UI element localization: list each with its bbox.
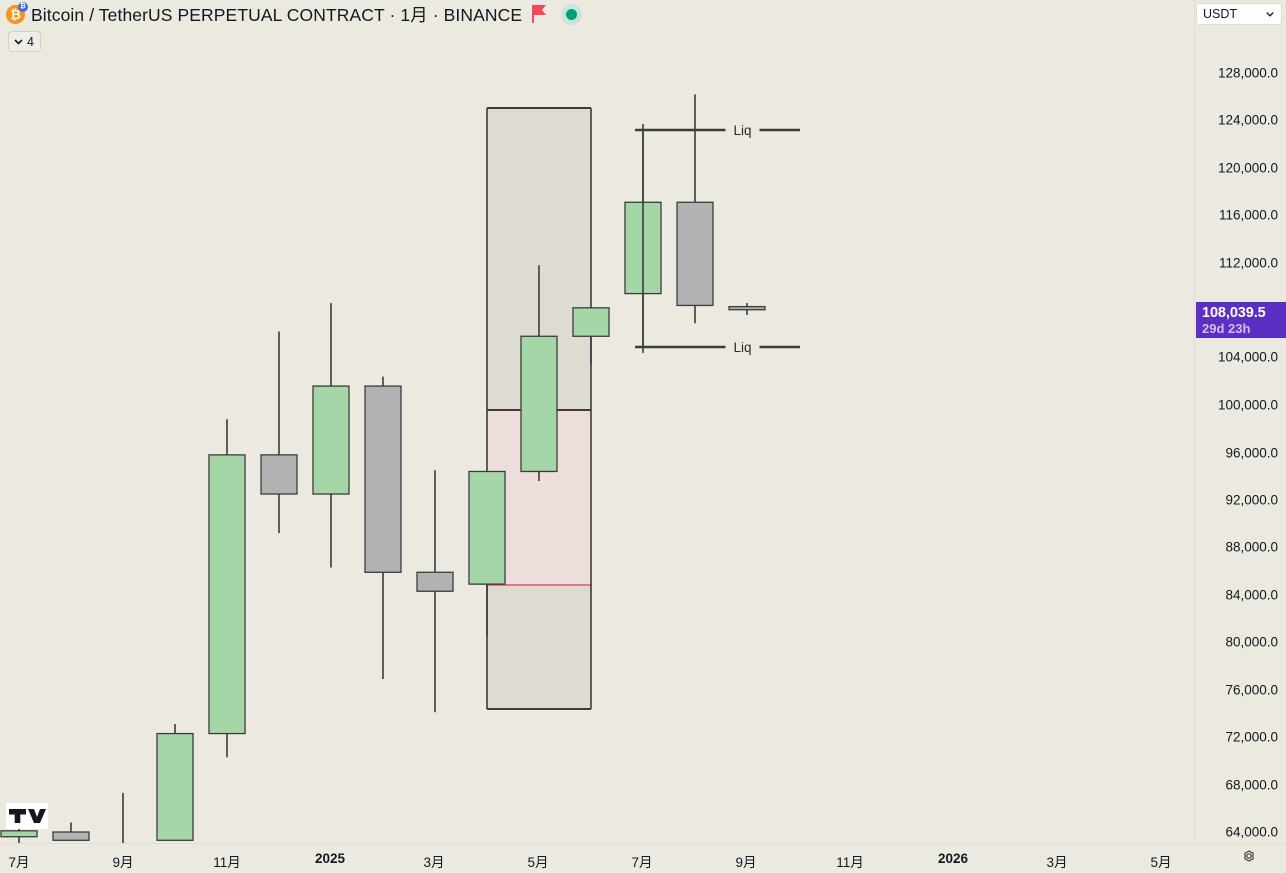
price-tick-label: 88,000.0 bbox=[1225, 539, 1278, 555]
price-tick-label: 84,000.0 bbox=[1225, 587, 1278, 603]
price-tick-label: 92,000.0 bbox=[1225, 492, 1278, 508]
candle-body bbox=[728, 305, 766, 311]
price-tick-label: 116,000.0 bbox=[1218, 207, 1278, 223]
liq-label: Liq bbox=[734, 340, 752, 355]
candle-body bbox=[52, 831, 90, 841]
bitcoin-icon: ₿ ₿ bbox=[6, 1, 28, 24]
red-flag-icon[interactable] bbox=[532, 5, 547, 23]
candle bbox=[676, 94, 714, 324]
price-tick-label: 104,000.0 bbox=[1217, 349, 1278, 365]
time-tick-label: 3月 bbox=[1046, 855, 1068, 870]
current-price-tag[interactable]: 108,039.5 29d 23h bbox=[1196, 302, 1286, 338]
price-tick-label: 112,000.0 bbox=[1218, 255, 1278, 271]
time-tick-label: 11月 bbox=[213, 855, 241, 870]
time-tick-label: 7月 bbox=[631, 855, 653, 870]
exchange-badge-icon: ₿ bbox=[18, 1, 28, 12]
time-tick-label: 5月 bbox=[1150, 855, 1172, 870]
candle-body bbox=[468, 470, 506, 585]
time-tick-label: 3月 bbox=[423, 855, 445, 870]
candle bbox=[312, 303, 350, 568]
candle-body bbox=[312, 385, 350, 495]
time-tick-label: 11月 bbox=[836, 855, 864, 870]
price-tick-label: 64,000.0 bbox=[1225, 824, 1278, 840]
liq-line-lower[interactable]: Liq bbox=[635, 340, 800, 355]
symbol-title[interactable]: Bitcoin / TetherUS PERPETUAL CONTRACT · … bbox=[31, 4, 523, 25]
legend-chip-label: 4 bbox=[27, 34, 34, 49]
candle-body bbox=[156, 732, 194, 841]
candle-series-layer bbox=[0, 94, 766, 843]
candle-body bbox=[676, 201, 714, 307]
candle-body bbox=[416, 571, 454, 592]
liq-line-upper[interactable]: Liq bbox=[635, 123, 800, 138]
price-tick-label: 100,000.0 bbox=[1217, 397, 1278, 413]
candle bbox=[728, 303, 766, 315]
time-tick-label: 9月 bbox=[735, 855, 757, 870]
candle bbox=[520, 265, 558, 481]
candle-body bbox=[572, 307, 610, 337]
price-axis[interactable]: USDT 128,000.0 124,000.0 120,000.0 116,000.… bbox=[1194, 0, 1286, 843]
candle bbox=[572, 307, 610, 364]
chart-canvas[interactable]: Liq Liq bbox=[0, 0, 1194, 843]
time-axis[interactable]: 7月 9月 11月 2025 3月 5月 7月 9月 11月 2026 3月 5月 bbox=[0, 843, 1286, 873]
candle-body bbox=[208, 454, 246, 735]
candle-body bbox=[520, 335, 558, 473]
currency-selector[interactable]: USDT bbox=[1196, 3, 1282, 25]
current-price-value: 108,039.5 bbox=[1202, 304, 1266, 321]
price-tick-label: 96,000.0 bbox=[1225, 445, 1278, 461]
time-tick-label: 2026 bbox=[937, 851, 969, 866]
time-tick-label: 2025 bbox=[314, 851, 346, 866]
bar-countdown: 29d 23h bbox=[1202, 320, 1251, 336]
candle bbox=[260, 331, 298, 534]
candle bbox=[416, 470, 454, 713]
market-open-dot-icon[interactable] bbox=[561, 3, 583, 25]
candle bbox=[208, 419, 246, 758]
candle bbox=[156, 724, 194, 841]
price-tick-label: 80,000.0 bbox=[1225, 634, 1278, 650]
time-tick-label: 5月 bbox=[527, 855, 549, 870]
candle-body bbox=[260, 454, 298, 495]
price-tick-label: 68,000.0 bbox=[1225, 777, 1278, 793]
price-tick-label: 76,000.0 bbox=[1225, 682, 1278, 698]
annotation-layer: Liq Liq bbox=[635, 123, 800, 355]
candle bbox=[0, 827, 38, 843]
tradingview-logo-icon[interactable] bbox=[6, 803, 48, 829]
price-tick-label: 120,000.0 bbox=[1217, 160, 1278, 176]
price-tick-label: 72,000.0 bbox=[1225, 729, 1278, 745]
time-tick-label: 7月 bbox=[8, 855, 30, 870]
candle bbox=[468, 470, 506, 636]
chart-header: ₿ ₿ Bitcoin / TetherUS PERPETUAL CONTRAC… bbox=[0, 0, 1286, 28]
chevron-down-icon bbox=[14, 39, 23, 45]
chevron-down-icon bbox=[1266, 12, 1274, 17]
candle bbox=[52, 822, 90, 841]
time-tick-label: 9月 bbox=[112, 855, 134, 870]
currency-label: USDT bbox=[1203, 7, 1238, 21]
candle bbox=[122, 792, 124, 843]
candle-body bbox=[364, 385, 402, 573]
gear-icon[interactable] bbox=[1240, 849, 1258, 867]
candlestick-chart: Liq Liq bbox=[0, 94, 800, 843]
candle bbox=[364, 376, 402, 680]
price-tick-label: 124,000.0 bbox=[1217, 112, 1278, 128]
liq-label: Liq bbox=[734, 123, 752, 138]
candle-body bbox=[0, 830, 38, 838]
price-tick-label: 128,000.0 bbox=[1217, 65, 1278, 81]
legend-collapse-chip[interactable]: 4 bbox=[8, 31, 41, 52]
